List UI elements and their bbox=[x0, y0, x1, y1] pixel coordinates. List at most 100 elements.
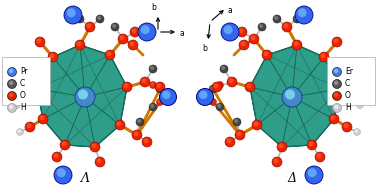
Ellipse shape bbox=[331, 115, 336, 120]
Ellipse shape bbox=[333, 38, 341, 46]
Ellipse shape bbox=[357, 102, 361, 106]
Ellipse shape bbox=[8, 80, 17, 88]
Ellipse shape bbox=[308, 141, 314, 146]
Ellipse shape bbox=[130, 27, 140, 37]
Ellipse shape bbox=[75, 40, 85, 50]
Ellipse shape bbox=[97, 16, 101, 20]
Ellipse shape bbox=[85, 22, 95, 32]
Ellipse shape bbox=[247, 83, 251, 88]
Ellipse shape bbox=[57, 168, 66, 177]
Ellipse shape bbox=[156, 98, 164, 105]
Ellipse shape bbox=[25, 122, 35, 132]
Ellipse shape bbox=[118, 34, 128, 44]
Ellipse shape bbox=[228, 78, 233, 83]
Ellipse shape bbox=[333, 67, 342, 77]
Ellipse shape bbox=[227, 138, 231, 143]
Ellipse shape bbox=[122, 82, 132, 92]
Ellipse shape bbox=[131, 28, 139, 36]
Ellipse shape bbox=[141, 33, 149, 40]
Ellipse shape bbox=[77, 41, 81, 46]
Ellipse shape bbox=[210, 86, 214, 90]
Ellipse shape bbox=[285, 90, 295, 99]
Ellipse shape bbox=[142, 137, 152, 147]
Ellipse shape bbox=[124, 83, 129, 88]
Ellipse shape bbox=[40, 115, 44, 120]
Ellipse shape bbox=[284, 23, 288, 28]
Ellipse shape bbox=[95, 157, 105, 167]
Text: a: a bbox=[228, 6, 233, 15]
Ellipse shape bbox=[96, 15, 104, 23]
Ellipse shape bbox=[212, 82, 222, 92]
Ellipse shape bbox=[14, 101, 20, 108]
Ellipse shape bbox=[292, 40, 302, 50]
Ellipse shape bbox=[360, 81, 368, 88]
Ellipse shape bbox=[9, 93, 13, 97]
Ellipse shape bbox=[334, 81, 338, 85]
Ellipse shape bbox=[48, 52, 58, 62]
Ellipse shape bbox=[162, 91, 170, 99]
Ellipse shape bbox=[295, 6, 313, 24]
Ellipse shape bbox=[61, 141, 66, 146]
Ellipse shape bbox=[253, 121, 259, 126]
Polygon shape bbox=[250, 45, 340, 147]
Text: Λ: Λ bbox=[81, 171, 89, 184]
Ellipse shape bbox=[274, 16, 278, 20]
Ellipse shape bbox=[319, 52, 329, 62]
Text: H: H bbox=[20, 104, 26, 112]
Ellipse shape bbox=[9, 105, 13, 109]
Ellipse shape bbox=[150, 66, 154, 70]
Ellipse shape bbox=[334, 93, 338, 97]
Ellipse shape bbox=[37, 39, 41, 43]
FancyBboxPatch shape bbox=[327, 57, 375, 105]
Text: O: O bbox=[345, 91, 351, 101]
Text: C: C bbox=[20, 80, 25, 88]
Ellipse shape bbox=[106, 51, 112, 56]
Ellipse shape bbox=[9, 69, 13, 73]
Ellipse shape bbox=[227, 77, 237, 87]
Ellipse shape bbox=[128, 40, 138, 50]
Ellipse shape bbox=[92, 143, 97, 148]
Ellipse shape bbox=[132, 29, 136, 33]
Ellipse shape bbox=[54, 166, 72, 184]
Ellipse shape bbox=[137, 119, 141, 123]
Ellipse shape bbox=[349, 87, 359, 97]
Ellipse shape bbox=[158, 84, 161, 88]
Ellipse shape bbox=[8, 67, 17, 77]
Ellipse shape bbox=[357, 101, 363, 108]
Ellipse shape bbox=[20, 88, 25, 93]
Ellipse shape bbox=[333, 91, 342, 101]
Ellipse shape bbox=[334, 69, 338, 73]
Ellipse shape bbox=[354, 129, 358, 133]
Ellipse shape bbox=[141, 25, 150, 34]
Ellipse shape bbox=[241, 41, 245, 46]
Ellipse shape bbox=[282, 87, 302, 107]
Ellipse shape bbox=[9, 81, 17, 88]
Ellipse shape bbox=[215, 84, 218, 88]
Ellipse shape bbox=[133, 131, 138, 136]
Text: a: a bbox=[180, 29, 185, 39]
Ellipse shape bbox=[112, 24, 116, 28]
Ellipse shape bbox=[132, 130, 142, 140]
Ellipse shape bbox=[136, 118, 144, 126]
Ellipse shape bbox=[342, 122, 352, 132]
Ellipse shape bbox=[354, 129, 360, 136]
Ellipse shape bbox=[218, 82, 221, 86]
Ellipse shape bbox=[86, 23, 92, 28]
Ellipse shape bbox=[141, 78, 147, 83]
Ellipse shape bbox=[320, 53, 325, 58]
Ellipse shape bbox=[294, 16, 298, 20]
Ellipse shape bbox=[333, 80, 342, 88]
Ellipse shape bbox=[130, 41, 135, 46]
Ellipse shape bbox=[258, 23, 266, 31]
Ellipse shape bbox=[273, 15, 281, 23]
Ellipse shape bbox=[15, 102, 18, 106]
Ellipse shape bbox=[236, 131, 242, 136]
Ellipse shape bbox=[293, 15, 301, 23]
Ellipse shape bbox=[132, 28, 136, 33]
Ellipse shape bbox=[230, 34, 233, 38]
Ellipse shape bbox=[156, 84, 164, 91]
Ellipse shape bbox=[26, 123, 32, 128]
Ellipse shape bbox=[210, 98, 216, 105]
Ellipse shape bbox=[34, 85, 38, 90]
Ellipse shape bbox=[238, 28, 246, 36]
